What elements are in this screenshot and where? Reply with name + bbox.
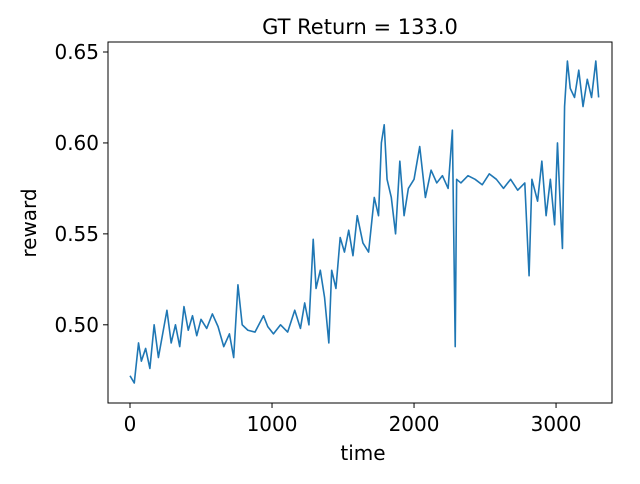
y-tick-label: 0.65 <box>54 40 99 64</box>
x-tick-label: 3000 <box>531 412 582 436</box>
y-tick-label: 0.60 <box>54 131 99 155</box>
x-tick-label: 2000 <box>389 412 440 436</box>
chart-title: GT Return = 133.0 <box>262 15 458 39</box>
plot-frame <box>107 41 613 404</box>
y-tick-label: 0.55 <box>54 222 99 246</box>
x-tick-label: 1000 <box>247 412 298 436</box>
data-line <box>129 60 600 384</box>
x-tick-label: 0 <box>124 412 137 436</box>
x-axis-label: time <box>340 441 385 465</box>
y-tick-label: 0.50 <box>54 313 99 337</box>
y-axis-label: reward <box>17 188 41 257</box>
